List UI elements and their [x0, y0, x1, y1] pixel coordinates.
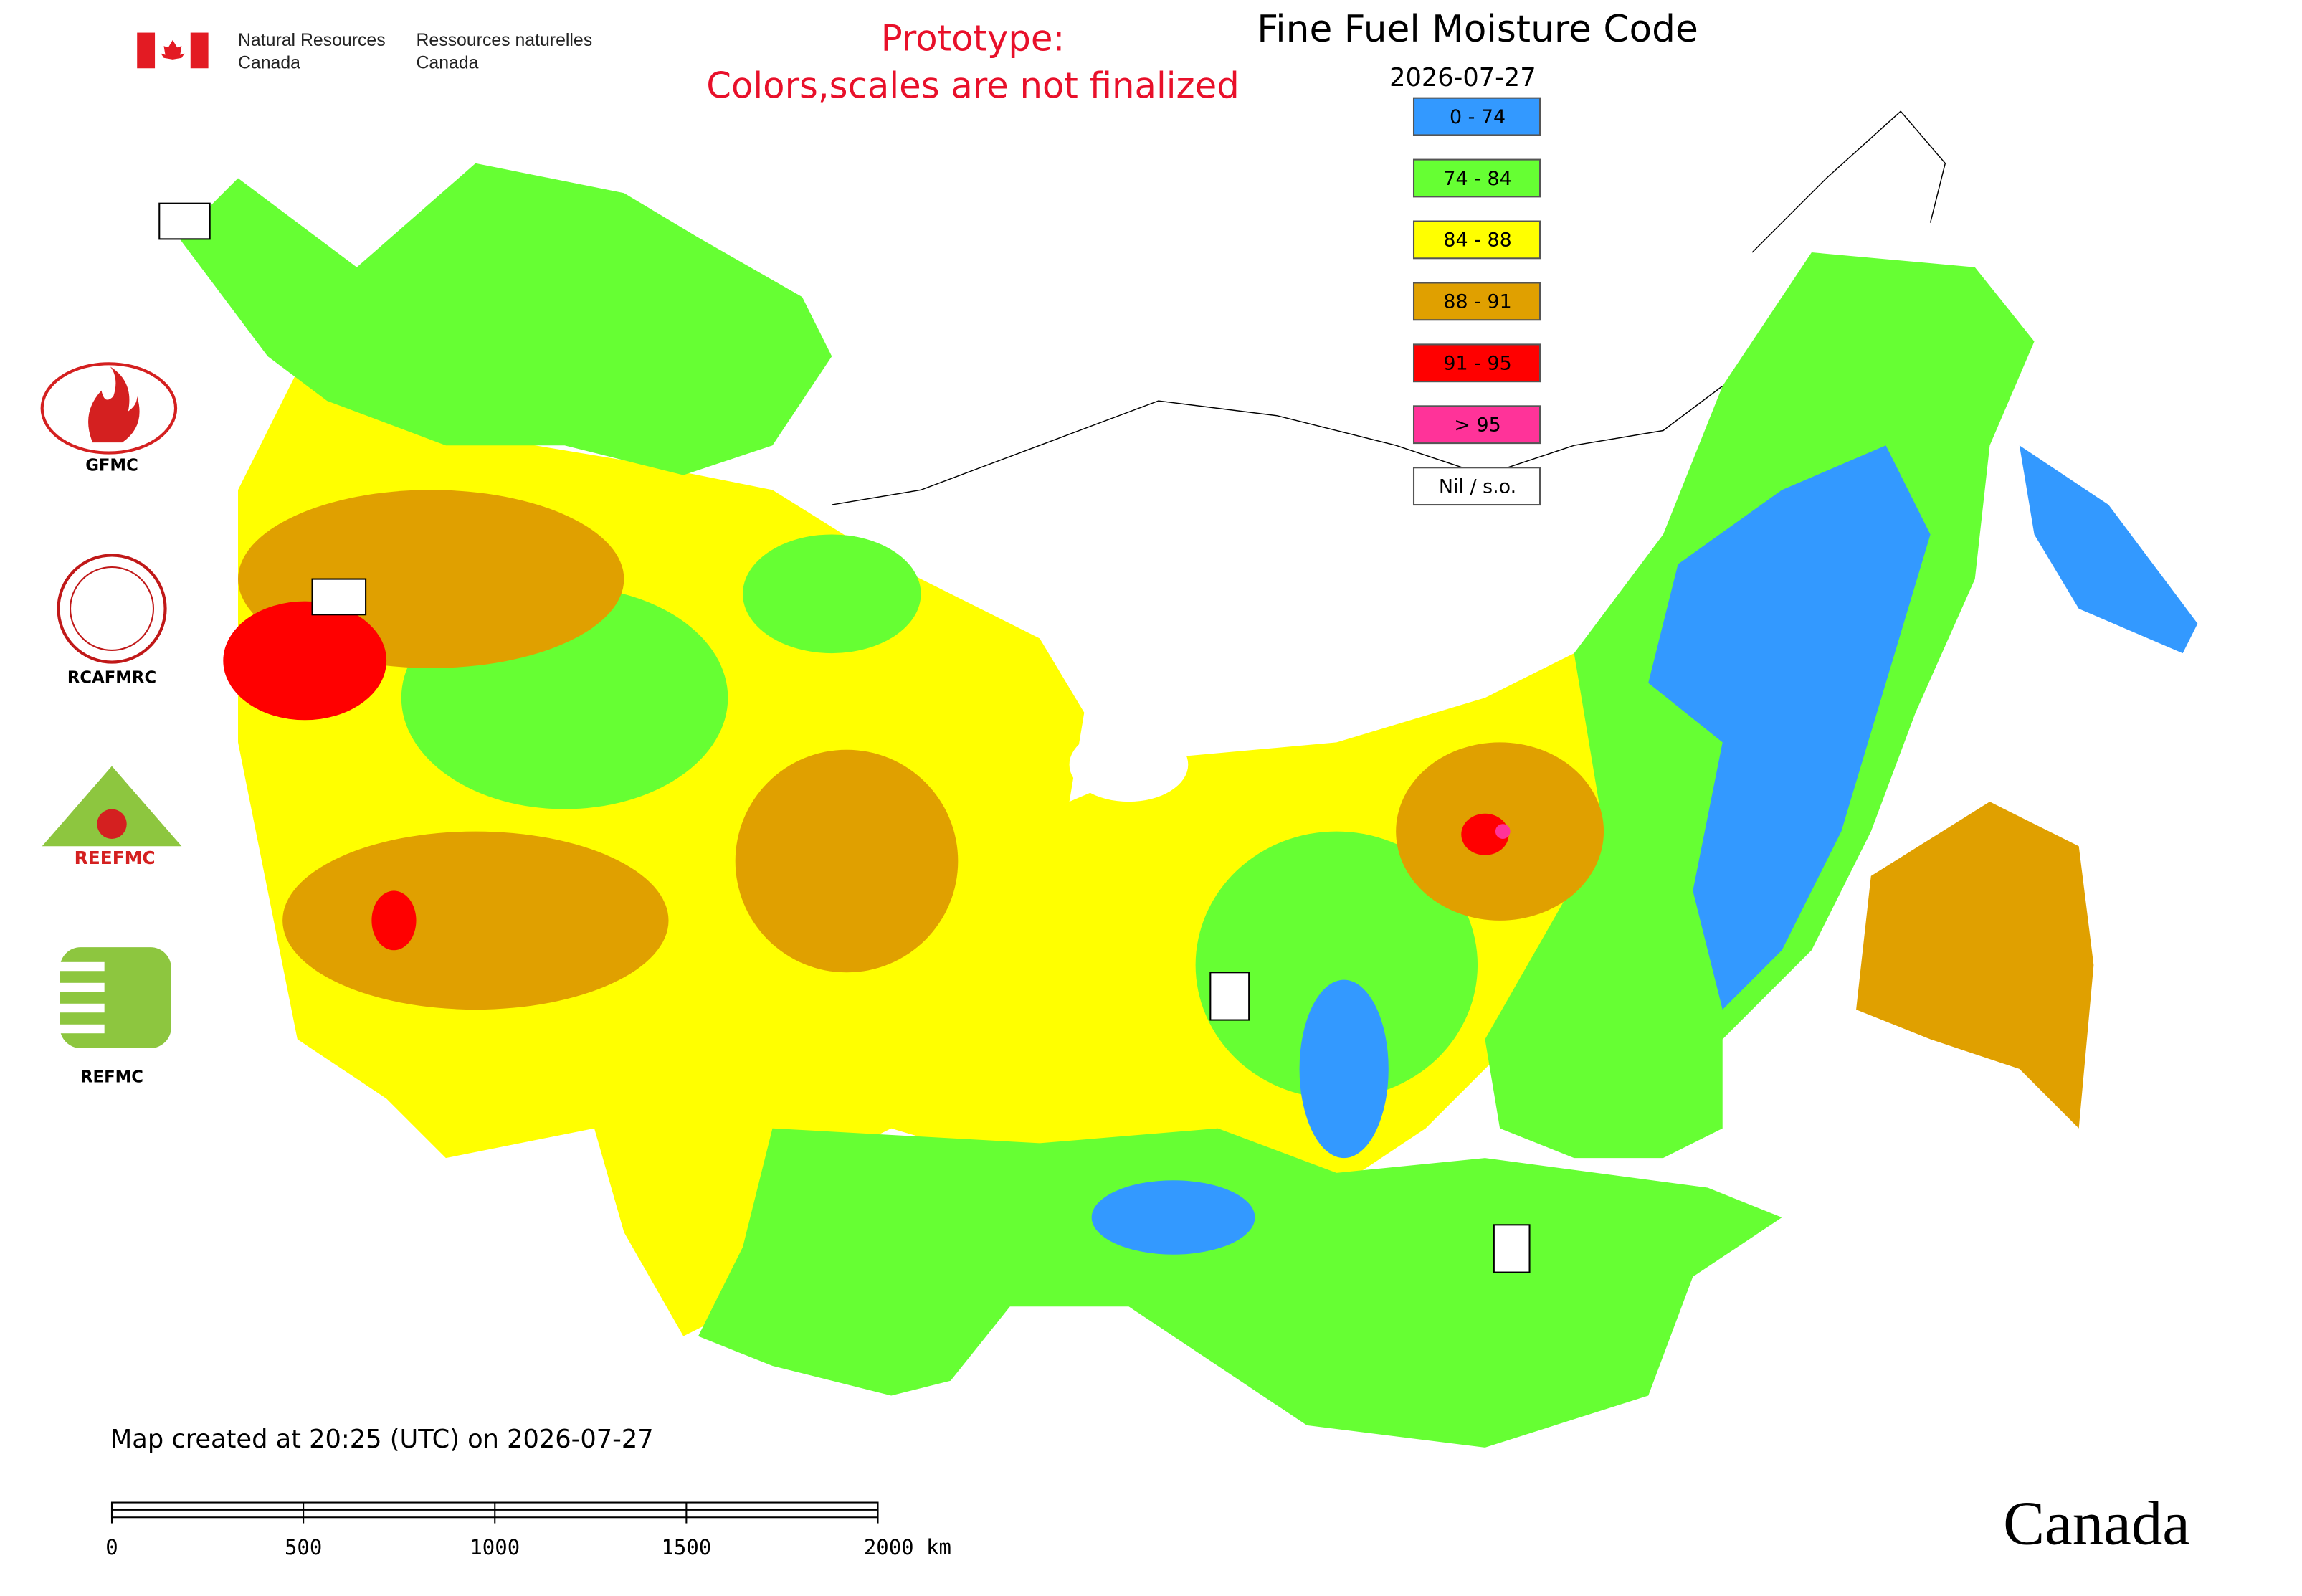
legend-label: 84 - 88: [1443, 229, 1511, 252]
legend-swatch: [1412, 467, 1541, 506]
scale-label: 2000 km: [864, 1535, 951, 1559]
prototype-notice: Prototype:: [881, 17, 1065, 59]
prototype-notice: Colors,scales are not finalized: [706, 65, 1239, 107]
fuel-zone: [1069, 727, 1189, 802]
refmc-logo: [60, 947, 1250, 1048]
reefmc-logo: [42, 766, 182, 847]
legend-label: 74 - 84: [1443, 168, 1511, 190]
legend-label: Nil / s.o.: [1439, 475, 1516, 498]
rcafmrc-logo: [57, 554, 1531, 1273]
scale-bar: 0 500 1000 1500 2000 km: [105, 1501, 951, 1559]
legend-label: > 95: [1454, 414, 1500, 437]
fuel-zone: [1495, 824, 1511, 839]
legend-label: 91 - 95: [1443, 353, 1511, 375]
footer-note: Map created at 20:25 (UTC) on 2026-07-27: [110, 1425, 654, 1454]
coastline: [832, 385, 1723, 505]
canada-flag: [137, 32, 209, 69]
logo-label: REFMC: [80, 1068, 143, 1087]
agency-fr: Ressources naturelles: [417, 31, 593, 50]
fuel-zone: [1856, 802, 2094, 1129]
fuel-zone: [698, 1128, 1782, 1448]
logo-label: GFMC: [85, 456, 138, 475]
legend-swatch: [1412, 158, 1541, 198]
agency-en: Natural Resources: [238, 31, 386, 50]
legend-swatch: [1412, 282, 1541, 321]
legend-label: 88 - 91: [1443, 291, 1511, 313]
map-date: 2026-07-27: [1389, 63, 1536, 92]
legend: 0 - 74 74 - 84 84 - 88 88 - 91 91 - 95 > 95 Ni…: [1412, 97, 1541, 506]
fuel-zone: [223, 601, 387, 721]
scale-label: 1000: [470, 1535, 520, 1559]
scale-label: 500: [285, 1535, 322, 1559]
agency-en: Canada: [238, 53, 300, 72]
fuel-zone: [735, 749, 959, 973]
scale-label: 0: [105, 1535, 118, 1559]
gfmc-logo: [40, 202, 211, 455]
scale-label: 1500: [661, 1535, 711, 1559]
map-title: Fine Fuel Moisture Code: [1257, 8, 1698, 51]
legend-swatch: [1412, 220, 1541, 260]
legend-swatch: [1412, 405, 1541, 445]
fuel-zone: [1091, 1180, 1255, 1255]
fuel-zone: [179, 163, 832, 475]
agency-fr: Canada: [417, 53, 479, 72]
fuel-zone: [282, 831, 669, 1010]
canada-wordmark: Canada: [2003, 1489, 2190, 1558]
fuel-zone: [1195, 831, 1478, 1099]
legend-label: 0 - 74: [1450, 106, 1506, 128]
fuel-zone: [1299, 979, 1389, 1159]
legend-swatch: [1412, 97, 1541, 136]
legend-swatch: [1412, 343, 1541, 383]
coastline: [1751, 110, 1946, 253]
logo-label: RCAFMRC: [67, 669, 156, 688]
fuel-zone: [371, 890, 417, 951]
fuel-zone: [1461, 813, 1509, 855]
fuel-map: [179, 163, 2198, 1448]
fuel-zone: [2019, 445, 2198, 654]
fuel-zone: [1648, 445, 1931, 1010]
fuel-zone: [743, 534, 921, 654]
logo-label: REEFMC: [75, 847, 156, 868]
